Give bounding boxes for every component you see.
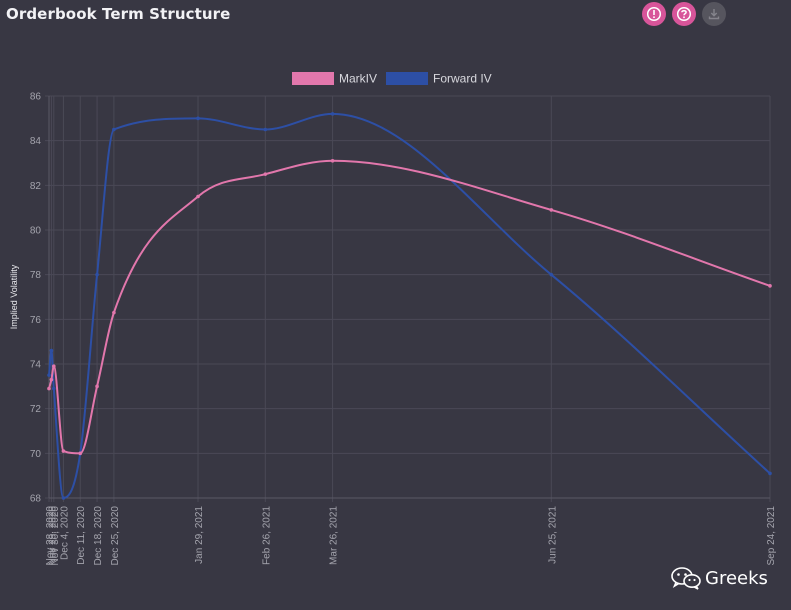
x-tick-label: Mar 26, 2021	[329, 506, 340, 565]
data-point-markiv[interactable]	[52, 364, 56, 369]
x-tick-label: Dec 25, 2020	[110, 506, 121, 566]
alert-button[interactable]	[642, 2, 666, 26]
y-tick-label: 78	[30, 270, 42, 281]
y-tick-label: 86	[30, 92, 42, 103]
wechat-icon	[671, 567, 701, 590]
y-axis-label: Implied Volatility	[9, 264, 19, 329]
x-tick-label: Sep 24, 2021	[766, 506, 777, 566]
data-point-forward-iv[interactable]	[49, 348, 54, 353]
y-tick-label: 82	[30, 181, 42, 192]
legend-label-forward-iv[interactable]: Forward IV	[433, 72, 492, 86]
legend-swatch-forward-iv[interactable]	[386, 72, 428, 85]
data-point-markiv[interactable]	[78, 451, 83, 456]
x-tick-label: Nov 29, 2020	[47, 506, 58, 566]
data-point-markiv[interactable]	[47, 386, 51, 391]
y-tick-label: 80	[30, 226, 42, 237]
series-lines	[47, 112, 772, 500]
download-icon	[708, 9, 720, 20]
data-point-markiv[interactable]	[330, 158, 335, 163]
legend: MarkIV Forward IV	[292, 72, 492, 86]
download-button[interactable]	[702, 2, 726, 26]
data-point-markiv[interactable]	[95, 384, 99, 389]
data-point-forward-iv[interactable]	[112, 127, 116, 132]
x-tick-label: Nov 28, 2020	[45, 506, 56, 566]
series-line-markiv	[48, 159, 771, 455]
x-tick-label: Dec 4, 2020	[59, 506, 70, 560]
x-tick-label: Jan 29, 2021	[194, 506, 205, 564]
y-tick-label: 74	[30, 360, 42, 371]
x-tick-label: Nov 30, 2020	[50, 506, 61, 566]
grid	[45, 95, 771, 502]
series-line-forward-iv	[48, 112, 771, 499]
data-point-forward-iv[interactable]	[52, 386, 56, 391]
data-point-markiv[interactable]	[196, 194, 200, 199]
toolbar	[642, 2, 726, 26]
x-tick-label: Dec 11, 2020	[76, 506, 87, 565]
data-point-markiv[interactable]	[263, 172, 268, 176]
y-tick-label: 84	[30, 136, 42, 147]
data-point-markiv[interactable]	[61, 449, 66, 453]
y-tick-label: 68	[30, 494, 42, 505]
alert-circle-icon	[646, 6, 662, 22]
data-point-forward-iv[interactable]	[95, 272, 99, 277]
watermark-text: Greeks	[705, 567, 768, 589]
help-button[interactable]	[672, 2, 696, 26]
help-circle-icon	[676, 6, 692, 22]
watermark: Greeks	[670, 566, 768, 590]
x-tick-label: Dec 18, 2020	[93, 506, 104, 566]
y-tick-label: 70	[30, 449, 42, 460]
data-point-forward-iv[interactable]	[263, 127, 268, 132]
legend-label-markiv[interactable]: MarkIV	[339, 72, 377, 86]
page-title: Orderbook Term Structure	[6, 5, 231, 23]
data-point-markiv[interactable]	[549, 208, 554, 212]
data-point-markiv[interactable]	[768, 284, 772, 288]
data-point-forward-iv[interactable]	[768, 471, 772, 476]
x-tick-label: Jun 25, 2021	[547, 506, 558, 564]
data-point-markiv[interactable]	[49, 377, 54, 382]
y-tick-label: 72	[30, 404, 42, 415]
data-point-forward-iv[interactable]	[549, 272, 554, 277]
x-tick-label: Feb 26, 2021	[261, 506, 272, 565]
data-point-forward-iv[interactable]	[47, 373, 51, 377]
data-point-forward-iv[interactable]	[330, 112, 335, 116]
data-point-forward-iv[interactable]	[196, 116, 200, 121]
data-point-markiv[interactable]	[112, 310, 116, 315]
y-tick-label: 76	[30, 315, 42, 326]
data-point-forward-iv[interactable]	[61, 496, 66, 500]
legend-swatch-markiv[interactable]	[292, 72, 334, 85]
